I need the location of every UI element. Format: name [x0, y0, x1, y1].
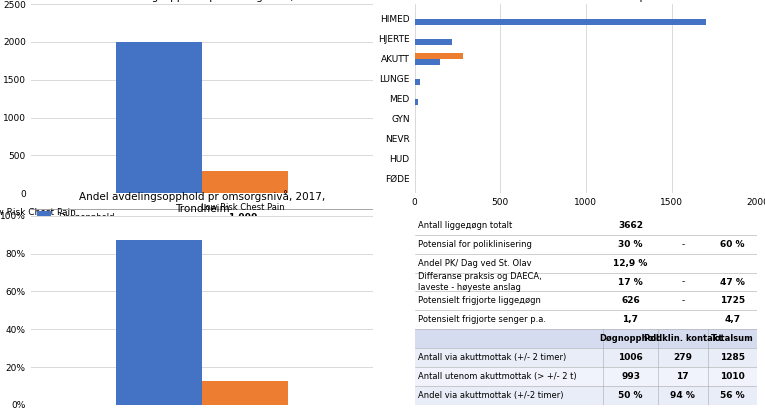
Bar	[415, 367, 757, 386]
Bar	[415, 39, 452, 45]
Bar	[415, 254, 757, 272]
Text: 47 %: 47 %	[720, 278, 745, 287]
Text: Potensial for poliklinisering: Potensial for poliklinisering	[418, 240, 532, 249]
Bar	[202, 380, 288, 405]
Text: Døgnopphold: Døgnopphold	[599, 334, 662, 343]
Text: 626: 626	[621, 297, 640, 306]
Text: 1725: 1725	[720, 297, 745, 306]
Text: -: -	[681, 278, 685, 287]
Text: Totalsum: Totalsum	[711, 334, 754, 343]
Bar	[415, 348, 757, 367]
Text: -: -	[681, 297, 685, 306]
Text: 1285: 1285	[720, 353, 745, 362]
Bar	[415, 310, 757, 329]
Title: Antall Low Risk Chest Pain pr Avd: Antall Low Risk Chest Pain pr Avd	[499, 0, 673, 2]
Bar	[415, 329, 757, 348]
Bar	[415, 19, 706, 25]
Bar	[202, 171, 288, 193]
Title: Andel avdelingsopphold pr omsorgsnivå, 2017,
Trondheim: Andel avdelingsopphold pr omsorgsnivå, 2…	[79, 190, 325, 213]
Text: 56 %: 56 %	[720, 391, 745, 400]
Text: 30 %: 30 %	[618, 240, 643, 249]
Text: Andel via akuttmottak (+/-2 timer): Andel via akuttmottak (+/-2 timer)	[418, 391, 564, 400]
Text: 279: 279	[673, 353, 692, 362]
Bar	[415, 216, 757, 235]
Bar	[415, 386, 757, 405]
Text: 1010: 1010	[720, 372, 745, 381]
Text: 50 %: 50 %	[618, 391, 643, 400]
Text: Potensielt frigjorte senger p.a.: Potensielt frigjorte senger p.a.	[418, 315, 546, 324]
Bar	[116, 240, 202, 405]
Text: 12,9 %: 12,9 %	[614, 258, 648, 267]
Text: Antall via akuttmottak (+/- 2 timer): Antall via akuttmottak (+/- 2 timer)	[418, 353, 566, 362]
Bar	[415, 99, 418, 105]
Title: Antall avdelingsopphold pr omsorgsnivå, 2017: Antall avdelingsopphold pr omsorgsnivå, …	[80, 0, 324, 2]
Bar	[415, 292, 757, 310]
Text: 3662: 3662	[618, 221, 643, 230]
Text: Antall liggeдøgn totalt: Antall liggeдøgn totalt	[418, 221, 513, 230]
Text: 60 %: 60 %	[720, 240, 745, 249]
Bar	[116, 42, 202, 193]
Bar	[415, 272, 757, 292]
Bar	[415, 235, 757, 254]
Text: Potensielt frigjorte liggeдøgn: Potensielt frigjorte liggeдøgn	[418, 297, 541, 306]
Text: 17: 17	[676, 372, 689, 381]
Bar	[415, 58, 440, 65]
Text: 1006: 1006	[618, 353, 643, 362]
Text: 17 %: 17 %	[618, 278, 643, 287]
Text: 4,7: 4,7	[724, 315, 741, 324]
Text: -: -	[681, 240, 685, 249]
Text: 993: 993	[621, 372, 640, 381]
Bar	[415, 79, 420, 85]
Text: Low Risk Chest Pain: Low Risk Chest Pain	[0, 208, 76, 217]
Text: 1,7: 1,7	[623, 315, 639, 324]
Text: Differanse praksis og DAECA,
laveste - høyeste anslag: Differanse praksis og DAECA, laveste - h…	[418, 272, 542, 292]
Bar	[415, 53, 463, 58]
Text: Antall utenom akuttmottak (> +/- 2 t): Antall utenom akuttmottak (> +/- 2 t)	[418, 372, 577, 381]
Text: Andel PK/ Dag ved St. Olav: Andel PK/ Dag ved St. Olav	[418, 258, 532, 267]
Text: Pol.klin. kontakt: Pol.klin. kontakt	[643, 334, 722, 343]
Text: 94 %: 94 %	[670, 391, 695, 400]
